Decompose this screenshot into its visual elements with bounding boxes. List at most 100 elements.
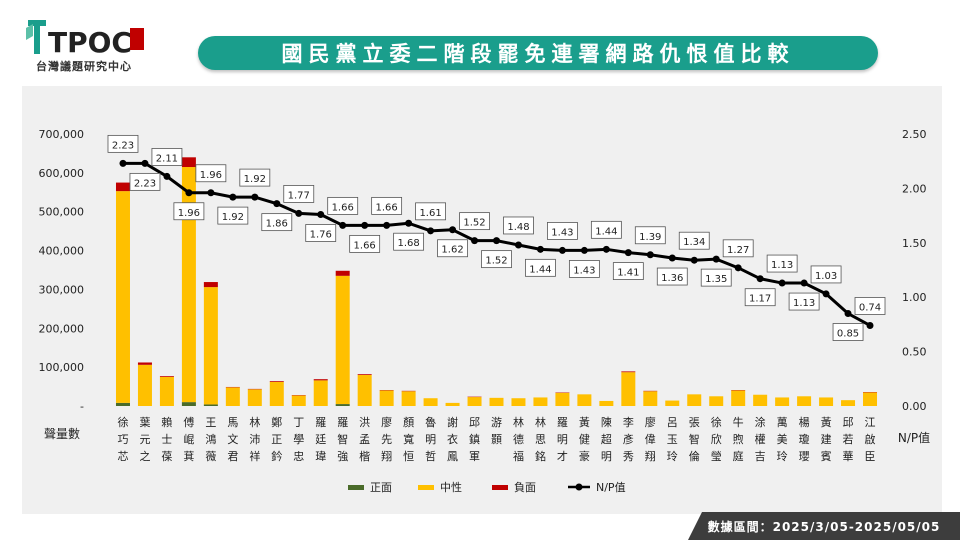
category-label: 林沛祥 (249, 415, 260, 463)
np-point (712, 255, 720, 263)
np-data-label-box (634, 226, 666, 245)
np-point (361, 221, 369, 229)
np-data-label: 1.36 (661, 273, 683, 284)
np-point (207, 189, 215, 197)
np-point (844, 310, 852, 318)
category-label: 邱若華 (843, 416, 854, 463)
category-label: 林思銘 (535, 415, 546, 463)
y-right-axis-label: N/P值 (898, 430, 930, 445)
np-data-label-box (656, 267, 688, 286)
bar-segment (159, 376, 174, 406)
np-point (800, 279, 808, 287)
y-left-tick-label: 700,000 (39, 128, 85, 141)
category-label: 邱鎮軍 (469, 416, 480, 463)
np-point (251, 193, 259, 201)
bar-segment (137, 362, 152, 365)
np-data-label-box (590, 220, 622, 239)
np-data-label: 0.85 (837, 329, 859, 340)
np-data-label-box (151, 148, 183, 166)
np-data-label: 1.62 (441, 245, 463, 256)
bar-segment (555, 392, 570, 406)
category-label: 馬文君 (227, 416, 238, 463)
category-label: 鄭正鈐 (271, 415, 282, 463)
bar-segment (643, 391, 658, 406)
np-point (427, 227, 435, 235)
category-label: 涂權吉 (755, 415, 766, 463)
category-label: 牛煦庭 (733, 415, 744, 463)
bar-segment (357, 374, 372, 406)
y-right-tick-label: 2.00 (902, 182, 927, 195)
category-label: 徐欣瑩 (711, 415, 722, 463)
np-data-label-box (107, 134, 139, 153)
bar-segment (203, 282, 218, 288)
legend-swatch (492, 485, 508, 490)
bar-segment (489, 397, 504, 406)
np-data-label-box (305, 224, 337, 242)
bar-segment (159, 376, 174, 377)
category-label: 徐巧芯 (117, 415, 128, 463)
np-data-label-box (722, 239, 754, 258)
category-label: 葉元之 (139, 415, 150, 463)
np-data-label: 1.92 (244, 174, 266, 185)
category-label: 游顥 (491, 416, 502, 446)
bar-segment (181, 402, 196, 406)
category-label: 羅廷瑋 (315, 416, 326, 463)
bar-segment (423, 398, 438, 406)
chart-panel: - 100,000 200,000 300,000 400,000 500,000 600,… (22, 86, 942, 514)
np-point (119, 159, 127, 167)
bar-segment (731, 390, 746, 406)
legend-label: 正面 (370, 481, 392, 494)
np-point (558, 246, 566, 254)
y-right-tick-label: 1.50 (902, 237, 927, 250)
np-data-label: 1.92 (222, 212, 244, 223)
np-data-label-box (129, 172, 161, 191)
tpoc-logo-mark: TPOC (26, 20, 144, 59)
bar-segment (115, 191, 130, 403)
np-point (536, 245, 544, 253)
category-label: 洪孟楷 (359, 415, 370, 463)
category-label: 丁學忠 (293, 416, 304, 463)
np-data-label: 1.44 (595, 226, 617, 237)
np-point (185, 189, 193, 197)
np-data-label-box (547, 222, 578, 240)
np-data-label: 1.66 (376, 202, 398, 213)
bar-segment (181, 167, 196, 403)
legend-label: 負面 (514, 481, 536, 494)
bar-segment (467, 397, 482, 406)
np-data-label-box (459, 212, 490, 231)
np-point (514, 241, 522, 249)
np-point (822, 290, 830, 298)
category-label: 陳超明 (601, 416, 612, 463)
bar-segment (357, 374, 372, 375)
np-data-label: 1.35 (705, 274, 727, 285)
np-point (383, 221, 391, 229)
np-data-label: 1.77 (288, 190, 310, 201)
np-point (317, 211, 325, 219)
np-data-label: 1.52 (485, 256, 507, 267)
category-label: 黃健豪 (579, 416, 590, 463)
category-label: 江啟臣 (865, 416, 876, 463)
np-data-label: 1.34 (683, 237, 705, 248)
y-right-tick-label: 0.00 (902, 400, 927, 413)
bar-segment (115, 402, 130, 406)
y-left-tick-label: 500,000 (39, 206, 85, 219)
bar-segment (313, 379, 328, 381)
y-left-tick-label: 100,000 (39, 361, 85, 374)
np-data-label: 1.41 (617, 268, 639, 279)
page-title: 國民黨立委二階段罷免連署網路仇恨值比較 (198, 36, 878, 70)
bar-segment (247, 389, 262, 406)
np-data-label-box (239, 168, 271, 187)
np-data-label: 1.66 (332, 202, 354, 213)
np-data-label-box (503, 216, 534, 235)
category-label: 萬美玲 (777, 416, 788, 463)
category-label: 張智倫 (689, 416, 700, 463)
bar-segment (797, 396, 812, 406)
np-data-label-box (568, 260, 600, 278)
bar-segment (665, 400, 680, 406)
bar-segment (335, 270, 350, 276)
bar-segment (863, 392, 878, 406)
np-data-label-box (481, 250, 512, 269)
bar-segment (225, 387, 240, 406)
legend-line-marker (575, 483, 583, 491)
np-data-label-box (612, 262, 644, 280)
